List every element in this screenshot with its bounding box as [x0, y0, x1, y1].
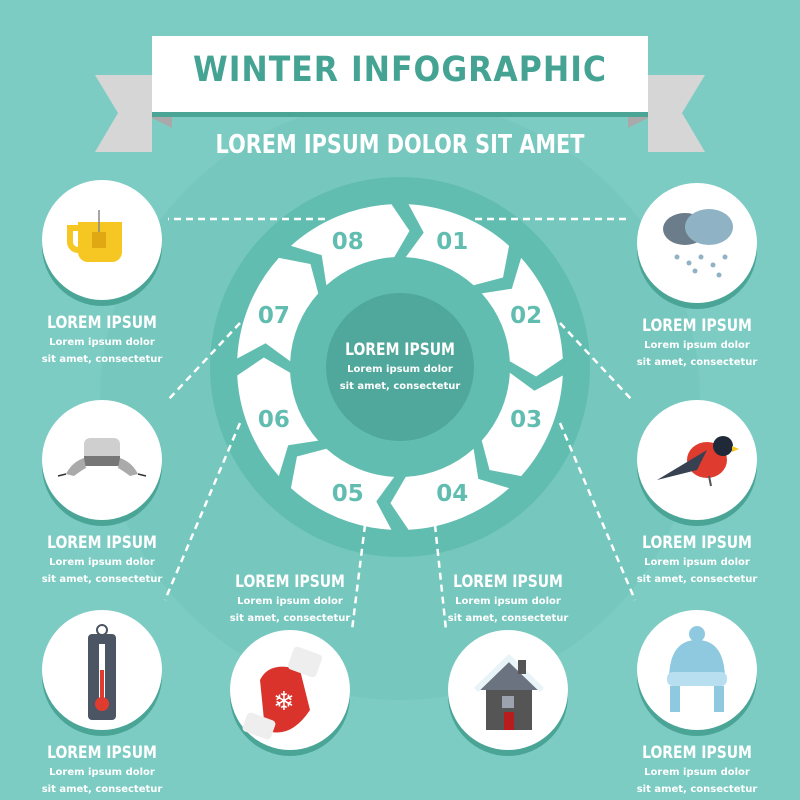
knit-hat-icon [667, 626, 727, 712]
item-title: LOREM IPSUM [642, 316, 752, 336]
step-segment-01 [405, 204, 510, 286]
item-label: LOREM IPSUM Lorem ipsum dolor sit amet, co… [617, 533, 777, 587]
item-title: LOREM IPSUM [453, 572, 563, 592]
thermometer-icon [88, 624, 116, 720]
item-label: LOREM IPSUM Lorem ipsum dolor sit amet, co… [22, 533, 182, 587]
item-icon-circle: ❄ [230, 630, 350, 750]
step-segment-07 [237, 257, 319, 362]
item-label: LOREM IPSUM Lorem ipsum dolor sit amet, co… [617, 743, 777, 797]
step-number: 07 [258, 303, 290, 329]
item-label: LOREM IPSUM Lorem ipsum dolor sit amet, co… [22, 313, 182, 367]
item-text-1: Lorem ipsum dolor [237, 596, 343, 607]
item-title: LOREM IPSUM [235, 572, 345, 592]
step-number: 02 [510, 303, 542, 329]
svg-text:❄: ❄ [273, 687, 295, 717]
item-text-1: Lorem ipsum dolor [49, 557, 155, 568]
item-text-2: sit amet, consectetur [447, 613, 569, 624]
item-text-1: Lorem ipsum dolor [49, 767, 155, 778]
item-text-2: sit amet, consectetur [41, 354, 163, 365]
item-text-2: sit amet, consectetur [229, 613, 351, 624]
item-text-2: sit amet, consectetur [636, 357, 758, 368]
item-text-2: sit amet, consectetur [636, 574, 758, 585]
step-segment-03 [481, 372, 563, 477]
item-title: LOREM IPSUM [47, 313, 157, 333]
item-title: LOREM IPSUM [47, 743, 157, 763]
center-label: LOREM IPSUM Lorem ipsum dolor sit amet, … [320, 340, 480, 394]
center-circle [326, 293, 474, 441]
center-text-1: Lorem ipsum dolor [347, 364, 453, 375]
ribbon-left [95, 75, 152, 152]
item-icon-circle [42, 180, 162, 300]
item-text-2: sit amet, consectetur [636, 784, 758, 795]
item-text-2: sit amet, consectetur [41, 784, 163, 795]
step-ring: 01 02 03 04 05 06 07 08 [237, 204, 563, 530]
item-icon-circle [42, 400, 162, 520]
item-title: LOREM IPSUM [642, 533, 752, 553]
step-number: 08 [332, 229, 364, 255]
item-text-1: Lorem ipsum dolor [644, 557, 750, 568]
item-label: LOREM IPSUM Lorem ipsum dolor sit amet, co… [617, 316, 777, 370]
item-icon-circle [448, 630, 568, 750]
item-icon-circle [637, 400, 757, 520]
connector-arrows [163, 217, 637, 631]
item-label: LOREM IPSUM Lorem ipsum dolor sit amet, co… [210, 572, 370, 626]
step-number: 05 [332, 481, 364, 507]
step-segment-02 [481, 257, 563, 377]
item-text-1: Lorem ipsum dolor [644, 767, 750, 778]
step-number: 06 [258, 407, 290, 433]
step-number: 01 [436, 229, 468, 255]
mitten-icon: ❄ [242, 646, 323, 740]
step-segment-06 [237, 357, 319, 477]
item-icon-circle [637, 610, 757, 730]
center-text-2: sit amet, consectetur [339, 381, 461, 392]
ribbon-right [648, 75, 705, 152]
step-number: 04 [436, 481, 468, 507]
title-banner [152, 36, 648, 117]
item-label: LOREM IPSUM Lorem ipsum dolor sit amet, co… [22, 743, 182, 797]
step-number: 03 [510, 407, 542, 433]
step-segment-05 [290, 448, 395, 530]
tea-cup-icon [67, 210, 122, 262]
page-subtitle: LOREM IPSUM DOLOR SIT AMET [215, 130, 585, 160]
page-title: WINTER INFOGRAPHIC [192, 50, 608, 90]
item-text-1: Lorem ipsum dolor [49, 337, 155, 348]
snow-cloud-icon [663, 209, 733, 278]
item-text-1: Lorem ipsum dolor [644, 340, 750, 351]
item-label: LOREM IPSUM Lorem ipsum dolor sit amet, co… [428, 572, 588, 626]
snowy-house-icon [473, 653, 545, 730]
center-title: LOREM IPSUM [345, 340, 455, 360]
item-icon-circle [637, 183, 757, 303]
item-icon-circle [42, 610, 162, 730]
bullfinch-icon [657, 436, 739, 487]
item-title: LOREM IPSUM [47, 533, 157, 553]
item-text-1: Lorem ipsum dolor [455, 596, 561, 607]
item-text-2: sit amet, consectetur [41, 574, 163, 585]
item-title: LOREM IPSUM [642, 743, 752, 763]
step-segment-08 [290, 204, 410, 286]
step-segment-04 [390, 448, 510, 530]
fur-hat-icon [57, 438, 147, 477]
